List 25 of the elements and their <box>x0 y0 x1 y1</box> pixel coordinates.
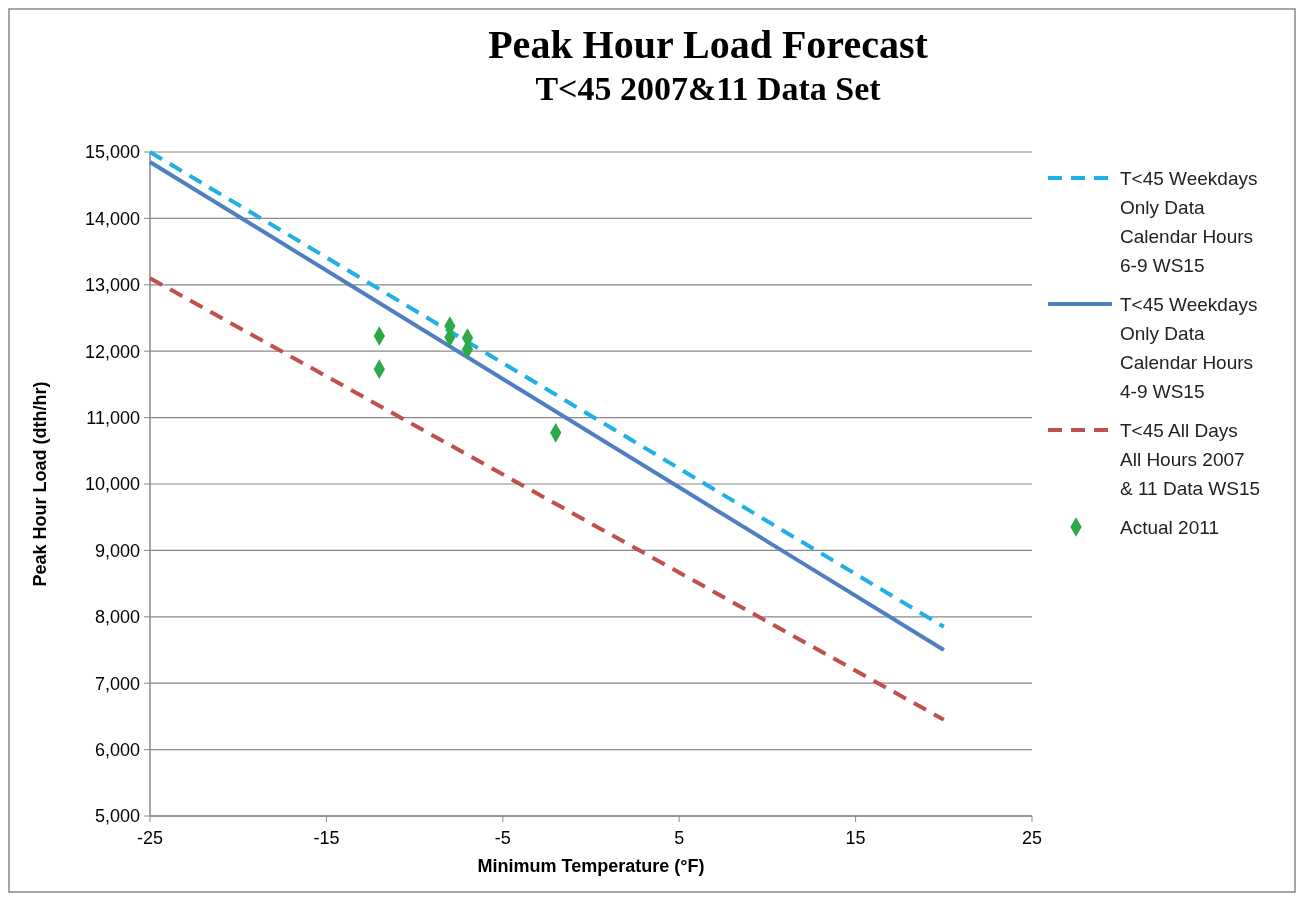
y-tick-label: 6,000 <box>94 739 140 760</box>
chart-subtitle: T<45 2007&11 Data Set <box>535 70 882 107</box>
y-tick-label: 8,000 <box>94 607 140 628</box>
x-tick-label: 5 <box>674 828 685 848</box>
y-tick-label: 10,000 <box>84 474 140 495</box>
legend-label: Actual 2011 <box>1120 517 1219 538</box>
y-tick-label: 13,000 <box>84 275 140 296</box>
legend-label: T<45 All Days All Hours 2007 & 11 Data WS15 <box>1120 420 1261 499</box>
y-tick-label: 12,000 <box>84 341 140 362</box>
y-axis-title: Peak Hour Load (dth/hr) <box>30 381 50 587</box>
legend-label: T<45 Weekdays Only Data Calendar Hours 4-9 WS15 <box>1120 294 1258 402</box>
y-tick-label: 15,000 <box>84 142 140 163</box>
x-tick-label: -15 <box>313 828 340 848</box>
chart-title: Peak Hour Load Forecast <box>488 22 929 67</box>
x-tick-label: 25 <box>1021 828 1043 848</box>
x-axis-title: Minimum Temperature (°F) <box>477 856 705 876</box>
y-tick-label: 11,000 <box>86 407 140 428</box>
legend-label: T<45 Weekdays Only Data Calendar Hours 6-9 WS15 <box>1120 168 1258 276</box>
y-tick-label: 7,000 <box>94 673 140 694</box>
y-tick-label: 5,000 <box>94 806 140 827</box>
y-tick-label: 14,000 <box>84 208 140 229</box>
x-tick-label: 15 <box>845 828 866 848</box>
x-tick-label: -5 <box>494 828 511 848</box>
x-tick-label: -25 <box>136 828 164 848</box>
y-tick-label: 9,000 <box>94 540 140 561</box>
